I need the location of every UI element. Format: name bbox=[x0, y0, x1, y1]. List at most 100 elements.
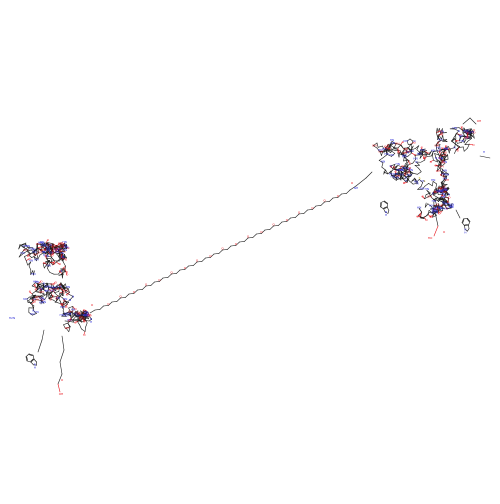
backbone-bond bbox=[26, 261, 27, 265]
nitrogen-label: N bbox=[396, 168, 398, 172]
backbone-bond bbox=[467, 144, 469, 148]
amide-nh-label: HN bbox=[431, 178, 436, 182]
peg-bond bbox=[168, 274, 172, 277]
indole-bond bbox=[467, 229, 469, 231]
peg-bond bbox=[142, 286, 146, 289]
backbone-bond bbox=[404, 160, 408, 161]
side-chain-bond bbox=[463, 118, 470, 124]
nitrogen-label: N bbox=[72, 295, 74, 299]
amide-nh-label: HN bbox=[390, 141, 395, 145]
indole-nitrogen-label: N bbox=[34, 362, 36, 366]
peg-bond bbox=[202, 258, 206, 261]
amide-nh-label: HN bbox=[389, 172, 394, 176]
carboxyl-oxygen-label: O bbox=[61, 378, 64, 382]
carbonyl-bond bbox=[434, 226, 438, 236]
backbone-bond bbox=[47, 268, 49, 272]
indole-nitrogen-label: N bbox=[90, 317, 92, 321]
amide-nh-label: HN bbox=[395, 162, 400, 166]
nitrogen-label: N bbox=[43, 282, 45, 286]
linker-nh-label: NH bbox=[354, 186, 359, 190]
amide-nh-label: HN bbox=[378, 148, 383, 152]
side-chain-bond bbox=[60, 350, 64, 362]
peg-bond bbox=[321, 202, 325, 205]
nitrogen-label: N bbox=[69, 298, 71, 302]
nitrogen-label: N bbox=[416, 181, 418, 185]
backbone-bond bbox=[424, 215, 428, 217]
nitrogen-label: N bbox=[45, 289, 47, 293]
indole-bond bbox=[468, 225, 469, 229]
amide-nh-label: HN bbox=[384, 152, 389, 156]
carbonyl-oxygen-label: O bbox=[74, 321, 77, 325]
indole-bond bbox=[387, 207, 389, 210]
indole-bond bbox=[380, 207, 383, 209]
side-chain-bond bbox=[62, 336, 64, 350]
hydroxyl-label: OH bbox=[444, 178, 449, 182]
amide-nh-label: HN bbox=[400, 168, 405, 172]
amine-label: H2N bbox=[9, 316, 15, 320]
amide-nh-label: HN bbox=[66, 311, 71, 315]
carbonyl-oxygen-label: O bbox=[425, 218, 428, 222]
peg-bond bbox=[189, 265, 194, 266]
amide-nh-label: HN bbox=[399, 172, 404, 176]
amide-nh-label: HN bbox=[445, 172, 450, 176]
imidazole-nitrogen-label: N bbox=[413, 139, 415, 143]
amide-h-label: H bbox=[483, 150, 485, 154]
hydroxyl-label: OH bbox=[50, 282, 55, 286]
peg-bond bbox=[316, 205, 321, 206]
hydroxyl-label: OH bbox=[395, 141, 400, 145]
amide-nh-label: HN bbox=[34, 310, 39, 314]
peg-bond bbox=[329, 198, 333, 201]
amide-nh-label: HN bbox=[30, 312, 35, 316]
backbone-bond bbox=[54, 292, 58, 293]
backbone-bond bbox=[29, 266, 31, 270]
peg-bond bbox=[138, 289, 143, 290]
nitrogen-label: N bbox=[441, 189, 443, 193]
imidazole-nh-label: NH bbox=[23, 297, 28, 301]
nitrogen-label: N bbox=[435, 156, 437, 160]
indole-bond bbox=[464, 218, 468, 219]
carbonyl-oxygen-label: O bbox=[457, 148, 460, 152]
indole-nitrogen-label: N bbox=[385, 210, 387, 214]
carbonyl-oxygen-label: O bbox=[83, 333, 86, 337]
backbone-bond bbox=[63, 262, 65, 266]
peg-bond bbox=[265, 229, 270, 230]
indole-bond bbox=[27, 361, 31, 362]
linker-bond bbox=[356, 178, 366, 186]
peg-bond bbox=[295, 214, 299, 217]
amide-nh-label: HN bbox=[389, 153, 394, 157]
nitrogen-label: N bbox=[40, 297, 42, 301]
backbone-bond bbox=[418, 172, 422, 175]
carbonyl-oxygen-label: O bbox=[66, 273, 69, 277]
carbonyl-oxygen-label: O bbox=[443, 230, 446, 234]
peg-bond bbox=[227, 246, 231, 249]
backbone-bond bbox=[413, 173, 417, 174]
side-chain-bond bbox=[480, 156, 490, 158]
backbone-bond bbox=[410, 181, 413, 184]
nitrogen-label: N bbox=[390, 164, 392, 168]
hydroxyl-label: OH bbox=[441, 160, 446, 164]
backbone-bond bbox=[427, 156, 431, 157]
carbonyl-oxygen-label: O bbox=[65, 305, 68, 309]
hydroxyl-label: OH bbox=[58, 241, 63, 245]
side-chain-bond bbox=[42, 330, 44, 340]
linker-carbonyl-label: O bbox=[91, 303, 94, 307]
backbone-bond bbox=[382, 167, 386, 170]
amide-nh-label: HN bbox=[432, 199, 437, 203]
peg-bond bbox=[270, 226, 274, 229]
amide-nh-label: HN bbox=[459, 133, 464, 137]
peg-bond bbox=[291, 217, 296, 218]
peg-bond bbox=[214, 253, 219, 254]
indole-nitrogen-label: N bbox=[405, 176, 407, 180]
amide-nh-label: HN bbox=[34, 258, 39, 262]
amide-nh-label: HN bbox=[46, 264, 51, 268]
backbone-bond bbox=[85, 327, 86, 331]
bond-layer bbox=[19, 118, 490, 392]
indole-bond bbox=[33, 355, 34, 359]
peg-bond bbox=[151, 282, 155, 285]
backbone-bond bbox=[429, 183, 433, 185]
backbone-bond bbox=[418, 168, 421, 172]
hydroxyl-label: OH bbox=[405, 150, 410, 154]
disulfide-sulfur-label: S bbox=[423, 179, 425, 183]
indole-bond bbox=[462, 223, 464, 226]
